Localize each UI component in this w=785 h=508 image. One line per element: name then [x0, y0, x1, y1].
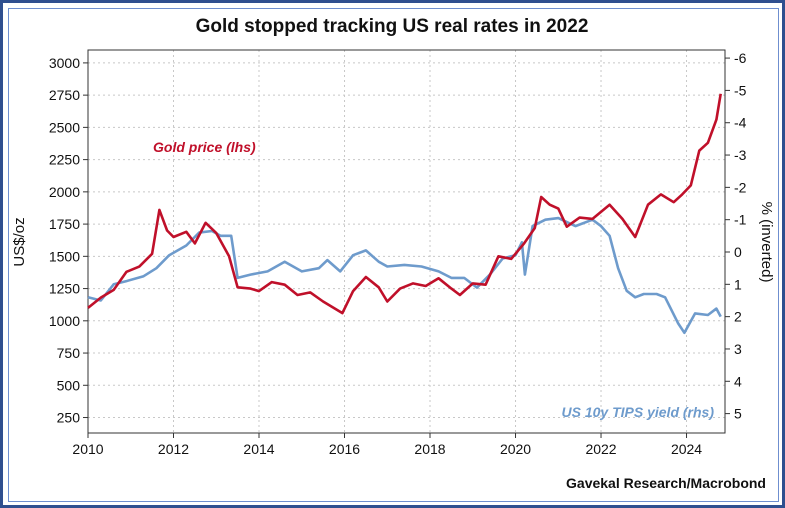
- y-right-tick-label: 4: [734, 373, 742, 389]
- y-left-tick-label: 1500: [49, 248, 80, 264]
- x-tick-label: 2012: [158, 441, 189, 457]
- y-right-tick-label: 0: [734, 244, 742, 260]
- annotation-tips-yield: US 10y TIPS yield (rhs): [562, 404, 715, 420]
- plot-area-border: [87, 49, 726, 434]
- y-right-tick-label: 1: [734, 276, 742, 292]
- y-right-tick-label: -6: [734, 50, 747, 66]
- x-tick-label: 2018: [414, 441, 445, 457]
- y-axis-label-left: US$/oz: [11, 217, 28, 266]
- y-left-tick-label: 1000: [49, 313, 80, 329]
- x-tick-label: 2010: [72, 441, 103, 457]
- y-right-tick-label: -2: [734, 179, 747, 195]
- axes: 2505007501000125015001750200022502500275…: [49, 50, 747, 457]
- x-tick-label: 2016: [329, 441, 360, 457]
- y-left-tick-label: 2000: [49, 184, 80, 200]
- y-axis-label-right: % (inverted): [758, 202, 775, 283]
- x-tick-label: 2014: [243, 441, 274, 457]
- y-left-tick-label: 3000: [49, 55, 80, 71]
- x-tick-label: 2020: [500, 441, 531, 457]
- chart-title: Gold stopped tracking US real rates in 2…: [196, 16, 589, 37]
- y-right-tick-label: -4: [734, 115, 747, 131]
- y-left-tick-label: 250: [57, 410, 81, 426]
- chart-inner-border: [8, 8, 779, 502]
- y-left-tick-label: 500: [57, 377, 81, 393]
- x-tick-label: 2024: [671, 441, 702, 457]
- y-left-tick-label: 2750: [49, 87, 80, 103]
- tips-yield-line: [87, 216, 722, 335]
- y-left-tick-label: 1750: [49, 216, 80, 232]
- y-left-tick-label: 2500: [49, 119, 80, 135]
- y-left-tick-label: 750: [57, 345, 81, 361]
- y-right-tick-label: 2: [734, 309, 742, 325]
- y-right-tick-label: -1: [734, 212, 747, 228]
- y-right-tick-label: -5: [734, 82, 747, 98]
- x-tick-label: 2022: [585, 441, 616, 457]
- y-right-tick-label: 3: [734, 341, 742, 357]
- y-right-tick-label: 5: [734, 406, 742, 422]
- y-left-tick-label: 1250: [49, 281, 80, 297]
- series-lines: [87, 93, 722, 335]
- source-label: Gavekal Research/Macrobond: [566, 475, 766, 491]
- gold-price-line: [87, 93, 722, 315]
- y-right-tick-label: -3: [734, 147, 747, 163]
- annotation-gold-price: Gold price (lhs): [153, 139, 256, 155]
- y-left-tick-label: 2250: [49, 152, 80, 168]
- grid-lines: [87, 50, 725, 433]
